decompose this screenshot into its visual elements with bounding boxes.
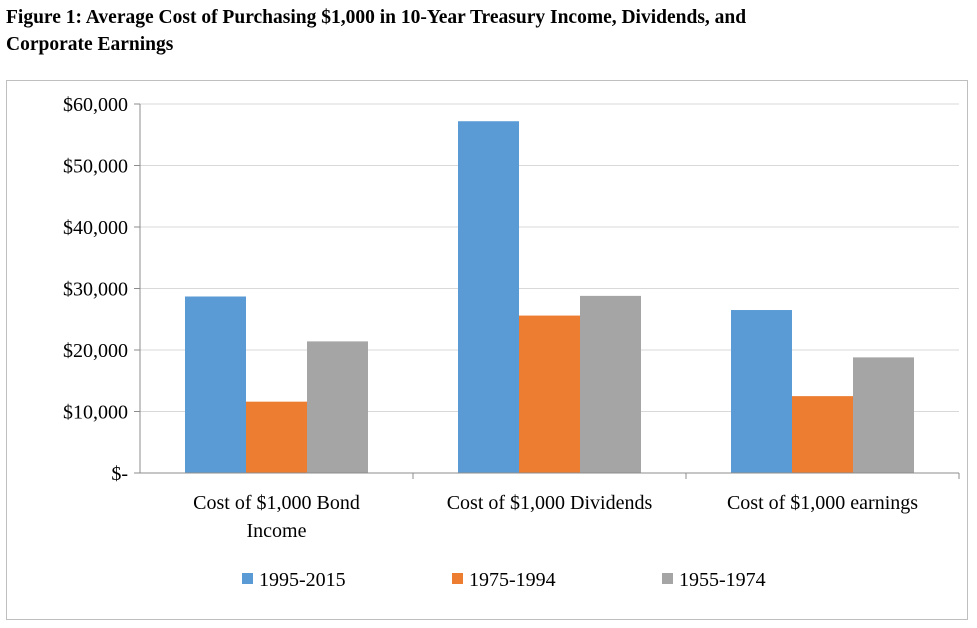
x-category-label: Cost of $1,000 Bond <box>193 492 360 514</box>
x-category-label: Cost of $1,000 Dividends <box>447 492 653 514</box>
legend-swatch <box>452 573 463 584</box>
legend-label: 1955-1974 <box>679 569 766 591</box>
bar <box>731 310 792 473</box>
y-tick-label: $- <box>111 463 128 485</box>
chart-frame <box>6 80 968 620</box>
bar <box>853 357 914 473</box>
x-category-label: Income <box>247 520 307 542</box>
legend-swatch <box>662 573 673 584</box>
y-tick-label: $40,000 <box>63 217 128 239</box>
axes <box>134 103 960 479</box>
y-tick-labels: $- $10,000 $20,000 $30,000 $40,000 $50,000 $60… <box>63 94 128 485</box>
legend-swatch <box>242 573 253 584</box>
y-tick-label: $10,000 <box>63 402 128 424</box>
x-category-labels: Cost of $1,000 Bond Income Cost of $1,000 … <box>193 492 918 542</box>
figure-title-line-2: Corporate Earnings <box>6 34 174 55</box>
y-tick-label: $20,000 <box>63 340 128 362</box>
legend-item: 1955-1974 <box>662 569 766 591</box>
bar <box>307 341 368 473</box>
y-tick-label: $50,000 <box>63 156 128 178</box>
bar <box>246 401 307 473</box>
y-tick-label: $30,000 <box>63 279 128 301</box>
bar <box>458 121 519 473</box>
x-category-label: Cost of $1,000 earnings <box>727 492 918 514</box>
bars <box>185 121 914 473</box>
bar <box>185 296 246 473</box>
legend: 1995-2015 1975-1994 1955-1974 <box>242 569 766 591</box>
legend-item: 1975-1994 <box>452 569 556 591</box>
bar <box>519 315 580 473</box>
bar <box>792 396 853 473</box>
legend-label: 1995-2015 <box>259 569 346 591</box>
figure-title-line-1: Figure 1: Average Cost of Purchasing $1,… <box>6 7 747 28</box>
bar <box>580 295 641 473</box>
legend-item: 1995-2015 <box>242 569 346 591</box>
figure-title: Figure 1: Average Cost of Purchasing $1,… <box>6 4 971 58</box>
y-tick-label: $60,000 <box>63 94 128 116</box>
legend-label: 1975-1994 <box>469 569 556 591</box>
